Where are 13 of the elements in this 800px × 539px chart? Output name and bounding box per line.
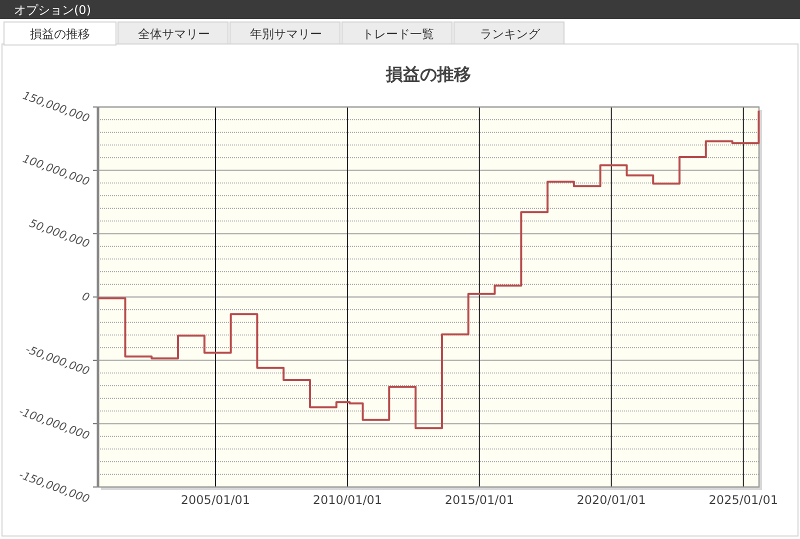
x-tick-label: 2025/01/01 [708, 493, 778, 507]
text: 損益の推移 [30, 27, 90, 41]
text: 年別サマリー [250, 27, 322, 41]
x-tick-label: 2005/01/01 [180, 493, 250, 507]
x-tick-label: 2010/01/01 [312, 493, 382, 507]
text: トレード一覧 [362, 27, 434, 41]
text: ランキング [480, 27, 541, 41]
y-tick-label: 0 [80, 290, 92, 304]
x-tick-label: 2020/01/01 [576, 493, 646, 507]
text: 全体サマリー [138, 27, 210, 41]
x-tick-label: 2015/01/01 [444, 493, 514, 507]
chart-title: 損益の推移 [385, 65, 471, 85]
text: オプション(0) [14, 3, 91, 17]
